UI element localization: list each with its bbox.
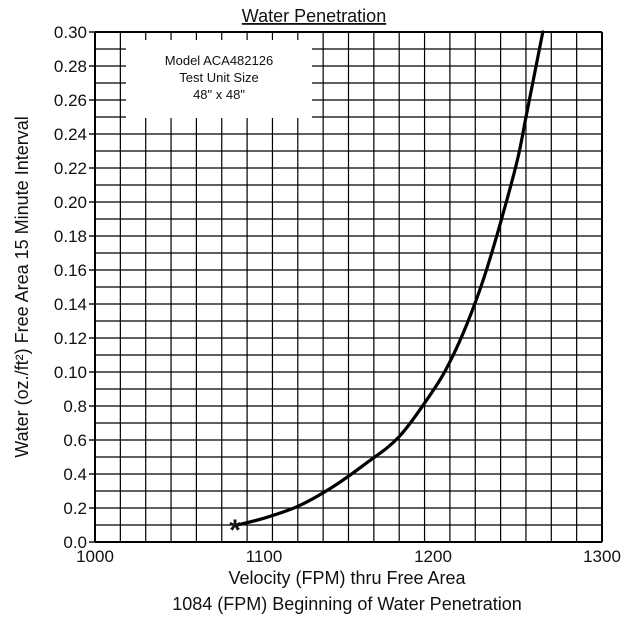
y-tick-labels: 0.0 0.2 0.4 0.6 0.8 0.10 0.12 0.14 0.16 0.18 0.20 0… [54,23,95,552]
y-tick-label: 0.28 [54,57,87,76]
x-tick-label: 1300 [583,547,621,566]
y-tick-label: 0.14 [54,295,87,314]
x-tick-labels: 1000 1100 1200 1300 [76,547,621,566]
y-axis-label: Water (oz./ft²) Free Area 15 Minute Inte… [12,116,32,457]
water-penetration-curve [235,30,545,527]
y-tick-label: 0.26 [54,91,87,110]
penetration-note: 1084 (FPM) Beginning of Water Penetratio… [172,594,522,614]
y-tick-label: 0.20 [54,193,87,212]
y-tick-label: 0.22 [54,159,87,178]
y-tick-label: 0.8 [63,397,87,416]
y-tick-label: 0.4 [63,465,87,484]
model-info-line: Model ACA482126 [165,53,273,68]
y-tick-label: 0.16 [54,261,87,280]
chart-title: Water Penetration [242,6,386,26]
model-info-box: Model ACA482126 Test Unit Size 48" x 48" [126,40,312,118]
y-tick-label: 0.2 [63,499,87,518]
y-tick-label: 0.12 [54,329,87,348]
x-tick-label: 1100 [246,547,283,566]
x-tick-label: 1200 [414,547,452,566]
model-info-box-bg [126,40,312,118]
start-marker: * [229,514,241,547]
y-tick-label: 0.10 [54,363,87,382]
y-tick-label: 0.18 [54,227,87,246]
y-tick-label: 0.24 [54,125,87,144]
x-axis-label: Velocity (FPM) thru Free Area [228,568,466,588]
y-tick-label: 0.0 [63,533,87,552]
model-info-line: 48" x 48" [193,87,245,102]
y-tick-label: 0.6 [63,431,87,450]
x-tick-label: 1000 [76,547,114,566]
model-info-line: Test Unit Size [179,70,258,85]
y-tick-label: 0.30 [54,23,87,42]
series: * [229,30,545,547]
